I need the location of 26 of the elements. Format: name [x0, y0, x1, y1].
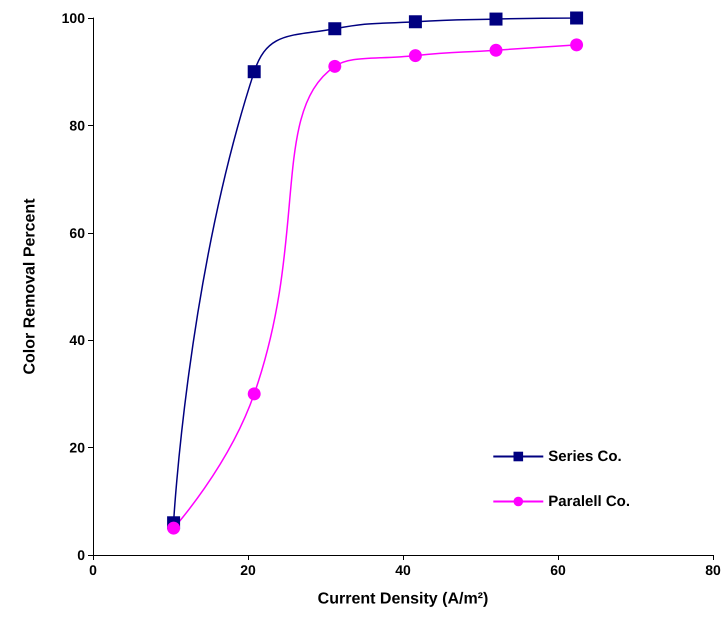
- x-tick-label: 60: [550, 562, 566, 578]
- point: [490, 44, 502, 57]
- point: [328, 22, 342, 36]
- x-tick-label: 40: [395, 562, 411, 578]
- x-tick-label: 80: [705, 562, 721, 578]
- y-tick-label: 40: [69, 332, 86, 348]
- point: [167, 522, 180, 535]
- y-tick-label: 100: [62, 10, 86, 26]
- point: [490, 12, 502, 26]
- y-tick-label: 0: [77, 547, 86, 563]
- y-tick-label: 20: [69, 440, 86, 456]
- legend-label: Series Co.: [548, 448, 622, 465]
- x-axis-title: Current Density (A/m²): [318, 590, 488, 608]
- point: [328, 60, 342, 73]
- point: [570, 38, 584, 52]
- point: [248, 387, 261, 400]
- x-tick-label: 20: [240, 562, 256, 578]
- y-axis-title: Color Removal Percent: [22, 198, 38, 375]
- point: [408, 15, 422, 28]
- y-tick-label: 80: [69, 117, 86, 134]
- point: [408, 49, 422, 62]
- x-tick-label: 0: [89, 562, 98, 578]
- point: [570, 12, 584, 24]
- y-tick-label: 60: [69, 224, 86, 241]
- legend-label: Paralell Co.: [548, 493, 630, 510]
- point: [248, 65, 261, 78]
